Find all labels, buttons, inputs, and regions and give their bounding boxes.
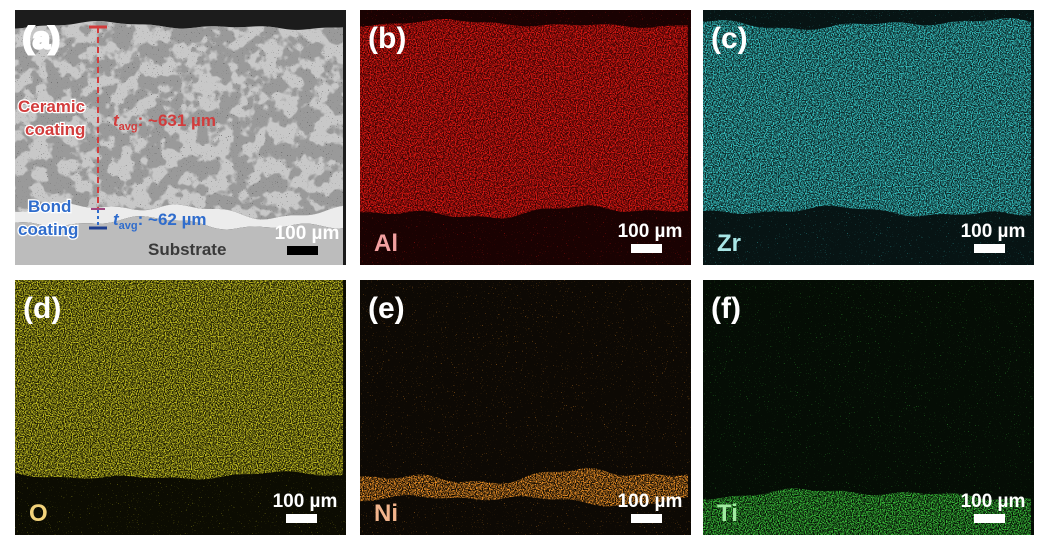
sparse-signal — [703, 280, 1034, 535]
panel-label: (b) — [368, 22, 406, 55]
panel: Zr (c) 100 µm — [703, 10, 1034, 265]
element-layer — [360, 468, 688, 507]
scale-bar — [631, 514, 662, 523]
subscript: avg — [119, 121, 138, 133]
panel-label: (d) — [23, 292, 61, 325]
scale-bar-label: 100 µm — [961, 221, 1026, 242]
scale-bar-label: 100 µm — [618, 491, 683, 512]
value: : ~62 µm — [138, 210, 207, 229]
element-label: Al — [374, 230, 398, 257]
micrograph — [703, 280, 1034, 535]
element-layer — [15, 280, 343, 480]
panel-label: (e) — [368, 292, 405, 325]
layer-label: coating — [18, 220, 78, 239]
element-layer — [703, 488, 1031, 535]
element-label: O — [29, 500, 48, 527]
scale-bar — [974, 514, 1005, 523]
element-label: Ni — [374, 500, 398, 527]
scale-bar-label: 100 µm — [275, 223, 340, 244]
layer-label: Bond — [28, 197, 71, 216]
panel: (a)100 µmCeramiccoatingBondcoatingtavg: … — [15, 10, 346, 265]
thickness-label: tavg: ~62 µm — [113, 210, 207, 232]
element-layer — [360, 18, 688, 219]
scale-bar — [287, 246, 318, 255]
symbol: t — [113, 210, 120, 229]
layer-label: Ceramic — [18, 97, 85, 116]
micrograph — [15, 280, 346, 535]
panel-label: (f) — [711, 292, 741, 325]
element-layer — [703, 18, 1031, 217]
symbol: t — [113, 111, 120, 130]
panel: Al (b) 100 µm — [360, 10, 691, 265]
scale-bar — [286, 514, 317, 523]
scale-bar-label: 100 µm — [618, 221, 683, 242]
scale-bar-label: 100 µm — [961, 491, 1026, 512]
subscript: avg — [119, 220, 138, 232]
scale-bar — [631, 244, 662, 253]
panel: Ti (f) 100 µm — [703, 280, 1034, 535]
micrograph — [360, 280, 691, 535]
substrate-label: Substrate — [148, 240, 226, 259]
layer-label: coating — [25, 120, 85, 139]
element-label: Ti — [717, 500, 738, 527]
panel-label: (c) — [711, 22, 748, 55]
micrograph — [703, 10, 1034, 265]
element-label: Zr — [717, 230, 741, 257]
scale-bar-label: 100 µm — [273, 491, 338, 512]
panel: O (d) 100 µm — [15, 280, 346, 535]
thickness-label: tavg: ~631 µm — [113, 111, 216, 133]
scale-bar — [974, 244, 1005, 253]
value: : ~631 µm — [138, 111, 216, 130]
micrograph — [360, 10, 691, 265]
panel-label: (a) — [23, 22, 60, 55]
panel: Ni (e) 100 µm — [360, 280, 691, 535]
